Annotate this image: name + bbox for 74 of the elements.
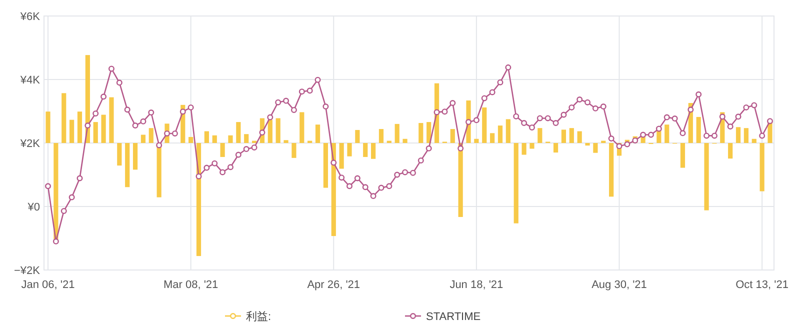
- bar: [506, 119, 510, 143]
- bar: [664, 124, 670, 143]
- bar: [220, 143, 225, 157]
- bar: [117, 143, 122, 166]
- bar: [70, 120, 74, 143]
- bar: [728, 143, 733, 159]
- x-tick-label: Aug 30, '21: [592, 279, 647, 291]
- bar: [62, 93, 66, 143]
- bar: [553, 143, 558, 153]
- y-tick-label: ¥4K: [19, 74, 41, 86]
- bar: [530, 143, 534, 149]
- bar: [736, 127, 741, 143]
- x-tick-label: Jun 18, '21: [450, 279, 504, 291]
- y-tick-label: −¥2K: [14, 265, 41, 277]
- bar: [132, 143, 138, 170]
- bar: [101, 114, 106, 143]
- bar: [593, 143, 598, 153]
- bar: [363, 143, 368, 157]
- bar: [46, 112, 50, 143]
- y-tick-label: ¥6K: [19, 11, 41, 23]
- bar: [355, 130, 360, 143]
- x-tick-label: Oct 13, '21: [736, 279, 788, 291]
- bar: [498, 126, 503, 143]
- x-tick-label: Apr 26, '21: [307, 279, 360, 291]
- x-tick-label: Jan 06, '21: [21, 279, 75, 291]
- bar: [426, 122, 432, 143]
- bar: [228, 135, 233, 143]
- bar: [474, 138, 479, 143]
- bar: [378, 129, 384, 143]
- bar: [370, 143, 376, 159]
- bar: [394, 124, 400, 143]
- bar: [109, 97, 114, 143]
- bar: [760, 143, 764, 192]
- bar: [696, 116, 701, 143]
- bar: [212, 135, 217, 143]
- bar: [315, 124, 320, 143]
- y-tick-label: ¥2K: [19, 138, 41, 150]
- x-tick-label: Mar 08, '21: [163, 279, 218, 291]
- bar: [538, 128, 542, 143]
- bar: [276, 118, 280, 143]
- bar: [418, 122, 424, 143]
- bar: [347, 143, 352, 156]
- bar: [292, 143, 296, 158]
- bar: [704, 143, 709, 210]
- bar: [339, 143, 344, 169]
- bar: [188, 136, 194, 143]
- bar: [300, 112, 304, 143]
- bar: [585, 143, 590, 146]
- bar: [93, 122, 98, 143]
- bar: [236, 122, 241, 143]
- bar: [752, 138, 756, 143]
- bar: [77, 112, 82, 143]
- bar: [204, 131, 209, 143]
- bar: [244, 134, 249, 143]
- bar: [514, 143, 518, 224]
- bar: [125, 143, 130, 188]
- bar: [561, 130, 566, 143]
- bar: [490, 133, 495, 143]
- bar: [569, 128, 574, 143]
- bar: [140, 134, 146, 143]
- bar: [577, 131, 582, 143]
- bar: [323, 143, 328, 188]
- legend-label: 利益:: [246, 310, 272, 323]
- bar: [450, 129, 455, 143]
- bar: [522, 143, 526, 155]
- bar: [402, 138, 408, 143]
- bar: [609, 143, 614, 197]
- bar: [148, 128, 154, 143]
- y-tick-label: ¥0: [26, 202, 40, 214]
- legend-label: STARTIME: [426, 311, 481, 323]
- bar: [680, 143, 686, 168]
- bar: [744, 128, 748, 143]
- bar: [284, 140, 288, 143]
- bar: [482, 107, 487, 143]
